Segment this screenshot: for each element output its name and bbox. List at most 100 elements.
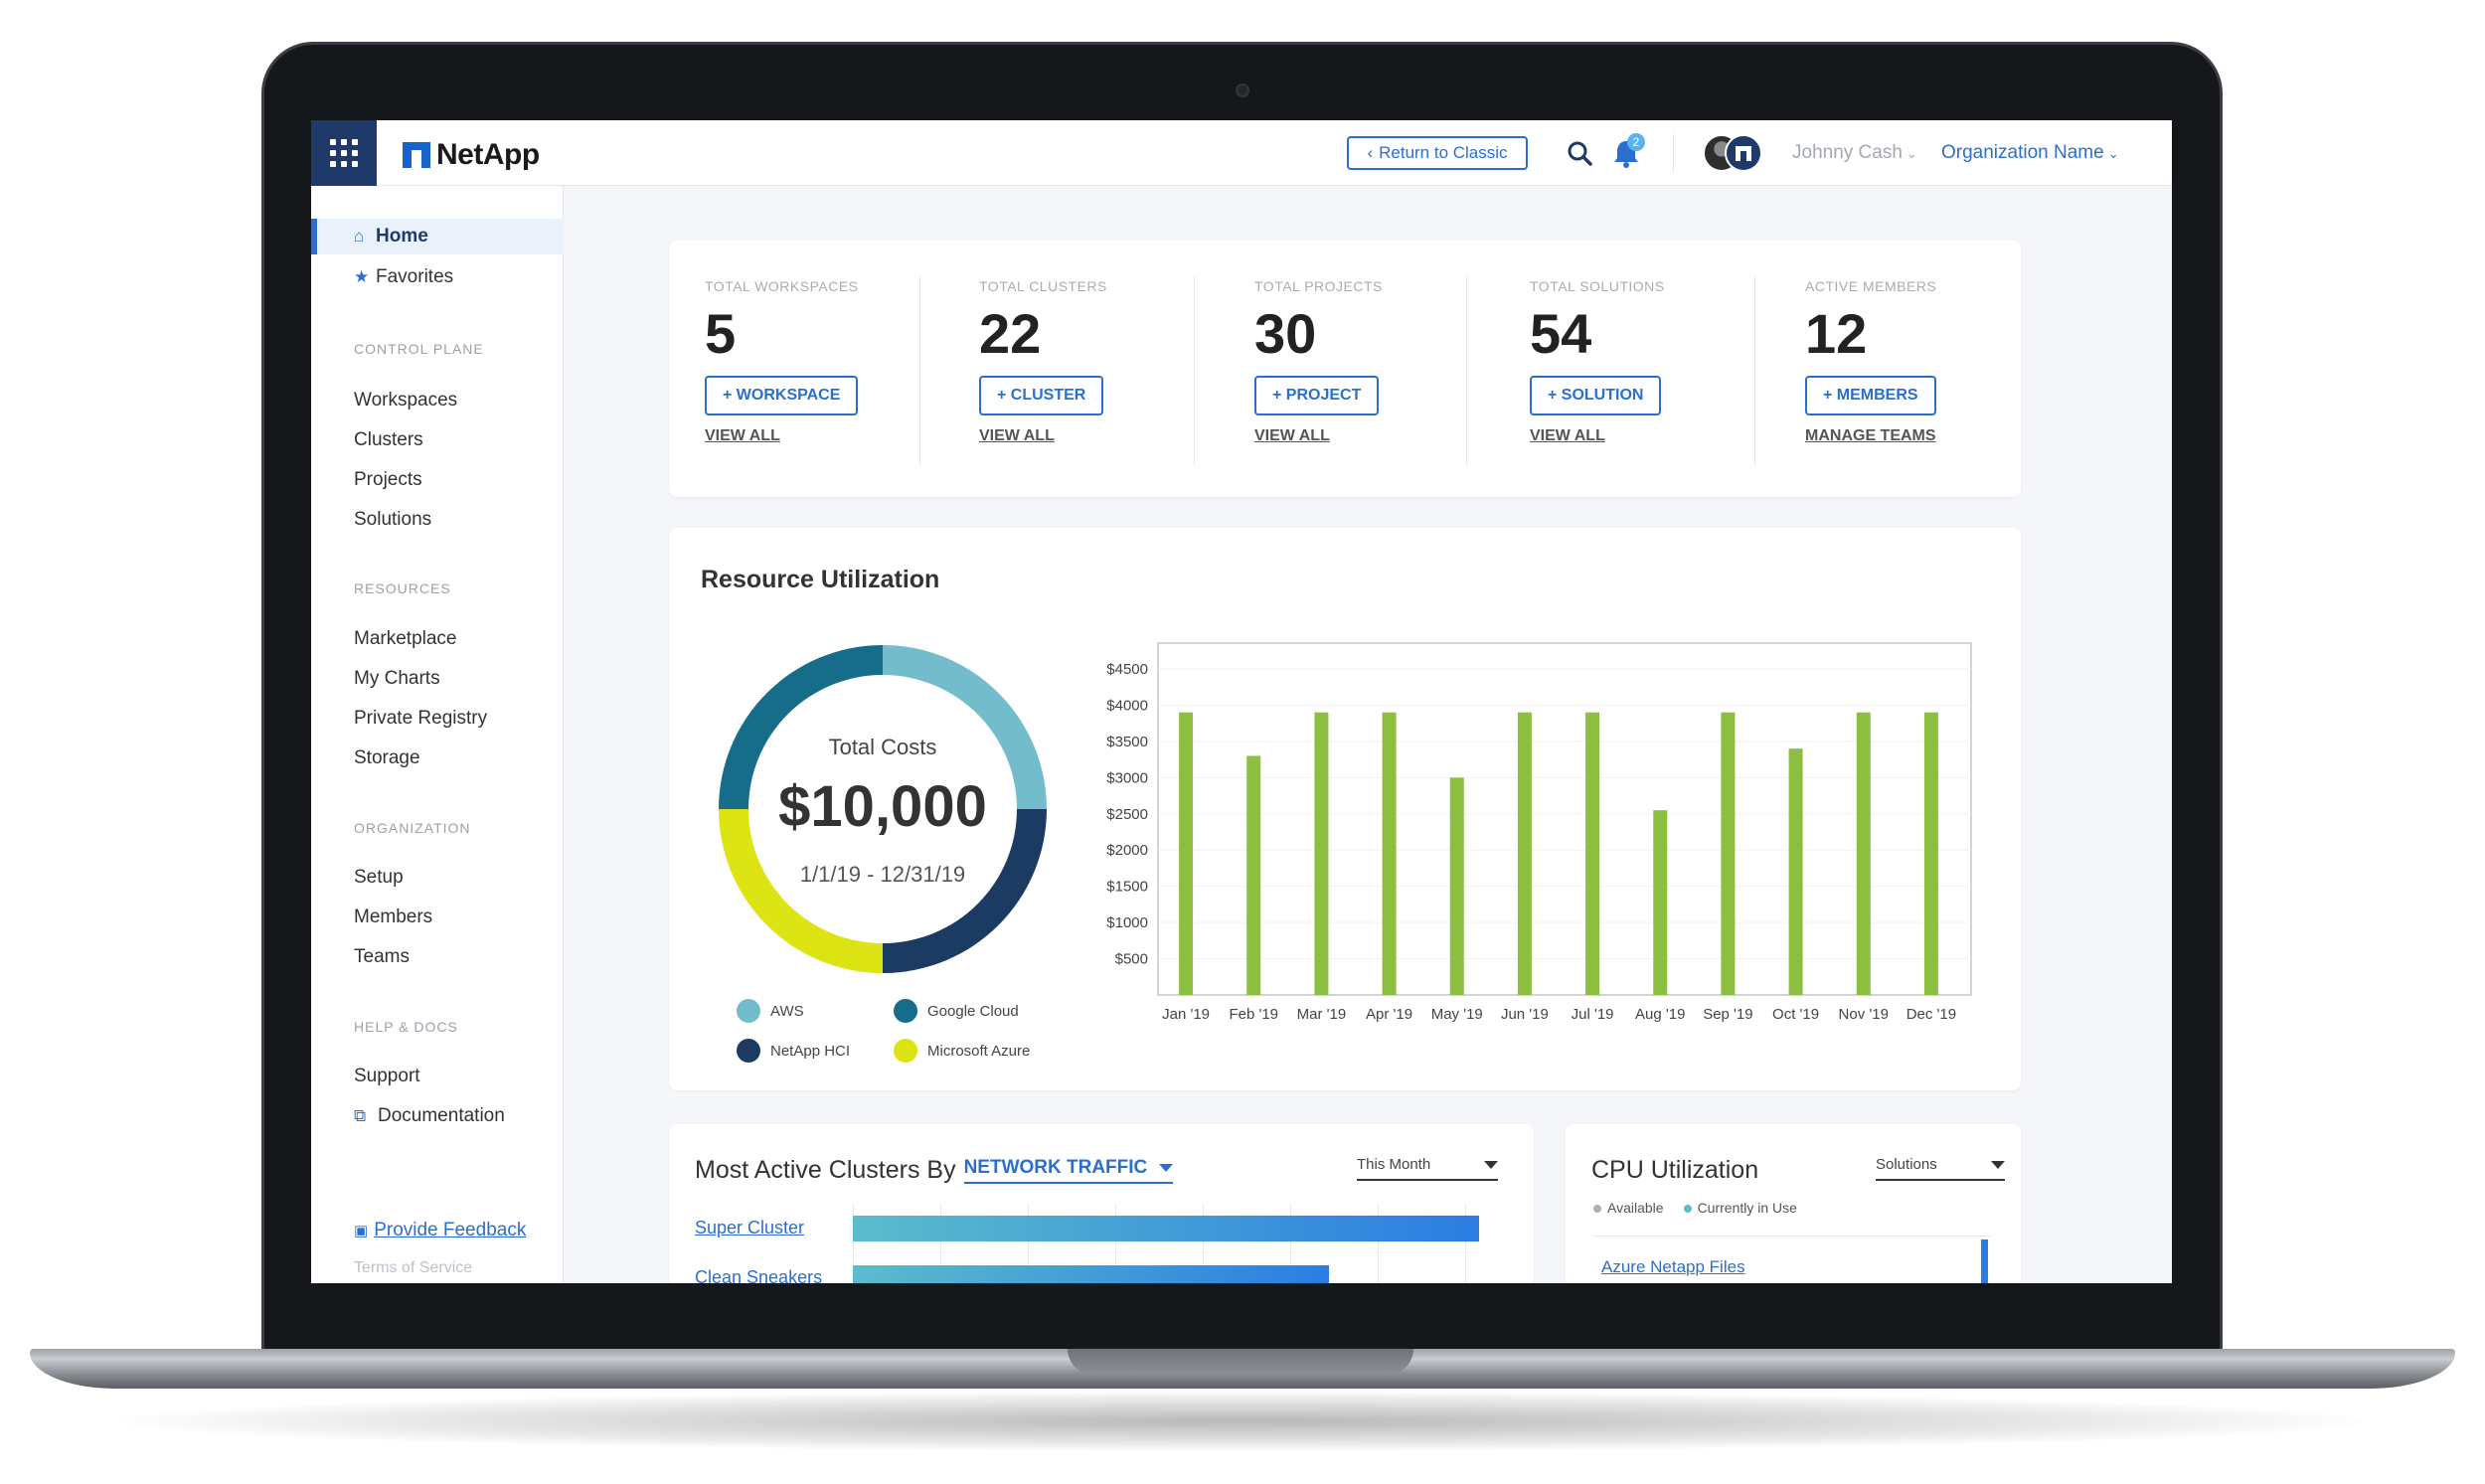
section-label-help-docs: HELP & DOCS (354, 1019, 458, 1035)
chart-bar (1179, 712, 1194, 995)
donut-total-value: $10,000 (778, 774, 987, 839)
x-tick-label: Jun '19 (1501, 1006, 1549, 1023)
sidebar-item-my-charts[interactable]: My Charts (354, 668, 440, 689)
provide-feedback-link[interactable]: ▣ Provide Feedback (354, 1220, 526, 1241)
cpu-utilization-card: CPU Utilization Solutions Available Curr… (1566, 1124, 2021, 1283)
webcam (1236, 83, 1249, 97)
section-label-control-plane: CONTROL PLANE (354, 341, 484, 357)
user-menu[interactable]: Johnny Cash ⌄ (1792, 142, 1917, 164)
sidebar-item-workspaces[interactable]: Workspaces (354, 390, 458, 411)
x-tick-label: Jan '19 (1162, 1006, 1210, 1023)
stat-divider (919, 276, 920, 465)
sidebar-item-home[interactable]: ⌂ Home (311, 219, 564, 254)
section-label-organization: ORGANIZATION (354, 820, 471, 836)
add-cluster-button[interactable]: + CLUSTER (979, 376, 1104, 415)
sidebar-item-private-registry[interactable]: Private Registry (354, 708, 488, 729)
y-tick-label: $4000 (1106, 697, 1148, 714)
topbar-divider (1673, 134, 1674, 172)
stat-clusters: TOTAL CLUSTERS 22 + CLUSTER VIEW ALL (979, 278, 1107, 445)
return-to-classic-button[interactable]: ‹ Return to Classic (1347, 136, 1528, 170)
chart-bar (1788, 748, 1803, 995)
sidebar-item-solutions[interactable]: Solutions (354, 509, 432, 530)
stat-label: ACTIVE MEMBERS (1805, 278, 1937, 294)
sidebar-item-clusters[interactable]: Clusters (354, 429, 423, 450)
cpu-item-link[interactable]: Azure Netapp Files (1601, 1257, 1745, 1276)
cluster-gridline (1028, 1204, 1029, 1283)
feedback-icon: ▣ (354, 1223, 369, 1239)
sidebar-item-label: Documentation (378, 1105, 505, 1126)
view-all-workspaces-link[interactable]: VIEW ALL (705, 427, 780, 444)
app-grid-button[interactable] (311, 120, 377, 186)
x-tick-label: Feb '19 (1229, 1006, 1278, 1023)
star-icon: ★ (354, 267, 370, 286)
cluster-gridline (1203, 1204, 1204, 1283)
chart-bar (1856, 712, 1871, 995)
stat-value: 5 (705, 302, 737, 365)
legend-available: Available (1593, 1200, 1664, 1216)
view-all-solutions-link[interactable]: VIEW ALL (1530, 427, 1605, 444)
x-tick-label: Nov '19 (1839, 1006, 1889, 1023)
sidebar-item-favorites[interactable]: ★ Favorites (311, 259, 564, 295)
clusters-card-title: Most Active Clusters By (695, 1156, 956, 1184)
org-menu[interactable]: Organization Name ⌄ (1941, 142, 2119, 164)
search-icon[interactable] (1566, 139, 1593, 167)
chevron-down-icon: ⌄ (1905, 146, 1917, 161)
add-project-button[interactable]: + PROJECT (1254, 376, 1380, 415)
y-tick-label: $2000 (1106, 842, 1148, 859)
view-all-projects-link[interactable]: VIEW ALL (1254, 427, 1330, 444)
sidebar-item-teams[interactable]: Teams (354, 946, 410, 967)
stat-members: ACTIVE MEMBERS 12 + MEMBERS MANAGE TEAMS (1805, 278, 1936, 445)
total-costs-donut: Total Costs $10,000 1/1/19 - 12/31/19 (719, 645, 1047, 973)
legend-swatch (894, 1039, 917, 1063)
legend-label: Microsoft Azure (927, 1042, 1031, 1060)
cluster-gridline (1115, 1204, 1116, 1283)
add-workspace-button[interactable]: + WORKSPACE (705, 376, 859, 415)
sidebar-item-setup[interactable]: Setup (354, 867, 404, 888)
clusters-bar-grid (841, 1204, 1467, 1283)
netapp-logo[interactable]: NetApp (403, 138, 540, 172)
stat-divider (1194, 276, 1195, 465)
sidebar-item-projects[interactable]: Projects (354, 469, 422, 490)
cluster-link-clean-sneakers[interactable]: Clean Sneakers (695, 1267, 823, 1283)
stat-label: TOTAL WORKSPACES (705, 278, 859, 294)
stat-value: 30 (1254, 302, 1317, 365)
user-name: Johnny Cash (1792, 142, 1903, 163)
legend-label: Currently in Use (1697, 1200, 1797, 1216)
cpu-divider (1593, 1236, 1991, 1237)
cluster-gridline (940, 1204, 941, 1283)
terms-of-service-link[interactable]: Terms of Service (354, 1259, 473, 1276)
metric-dropdown[interactable]: NETWORK TRAFFIC (963, 1157, 1174, 1184)
donut-segment-microsoft-azure (719, 809, 883, 973)
laptop-notch (1068, 1349, 1413, 1375)
chart-bar (1585, 712, 1600, 995)
stat-workspaces: TOTAL WORKSPACES 5 + WORKSPACE VIEW ALL (705, 278, 859, 445)
sidebar-item-storage[interactable]: Storage (354, 747, 420, 768)
org-avatar[interactable] (1725, 134, 1762, 172)
stat-label: TOTAL CLUSTERS (979, 278, 1107, 294)
stat-solutions: TOTAL SOLUTIONS 54 + SOLUTION VIEW ALL (1530, 278, 1665, 445)
manage-teams-link[interactable]: MANAGE TEAMS (1805, 427, 1936, 444)
chevron-down-icon: ⌄ (2107, 146, 2119, 161)
y-tick-label: $3500 (1106, 734, 1148, 750)
sidebar-item-members[interactable]: Members (354, 907, 433, 927)
stat-divider (1466, 276, 1467, 465)
sidebar-item-support[interactable]: Support (354, 1066, 420, 1086)
caret-down-icon (1991, 1160, 2005, 1169)
cluster-gridline (1378, 1204, 1379, 1283)
cluster-link-super-cluster[interactable]: Super Cluster (695, 1218, 805, 1237)
x-tick-label: May '19 (1431, 1006, 1483, 1023)
sidebar-item-marketplace[interactable]: Marketplace (354, 628, 457, 649)
cpu-filter-dropdown[interactable]: Solutions (1876, 1156, 2005, 1181)
add-members-button[interactable]: + MEMBERS (1805, 376, 1936, 415)
x-tick-label: Aug '19 (1635, 1006, 1685, 1023)
cpu-scroll-indicator[interactable] (1981, 1239, 1988, 1283)
cpu-filter-value: Solutions (1876, 1156, 1937, 1173)
stat-projects: TOTAL PROJECTS 30 + PROJECT VIEW ALL (1254, 278, 1383, 445)
period-dropdown-value: This Month (1357, 1156, 1431, 1173)
add-solution-button[interactable]: + SOLUTION (1530, 376, 1662, 415)
view-all-clusters-link[interactable]: VIEW ALL (979, 427, 1055, 444)
sidebar-item-documentation[interactable]: ⧉ Documentation (311, 1098, 564, 1134)
period-dropdown[interactable]: This Month (1357, 1156, 1498, 1181)
x-tick-label: Sep '19 (1703, 1006, 1752, 1023)
legend-label: AWS (770, 1002, 804, 1020)
